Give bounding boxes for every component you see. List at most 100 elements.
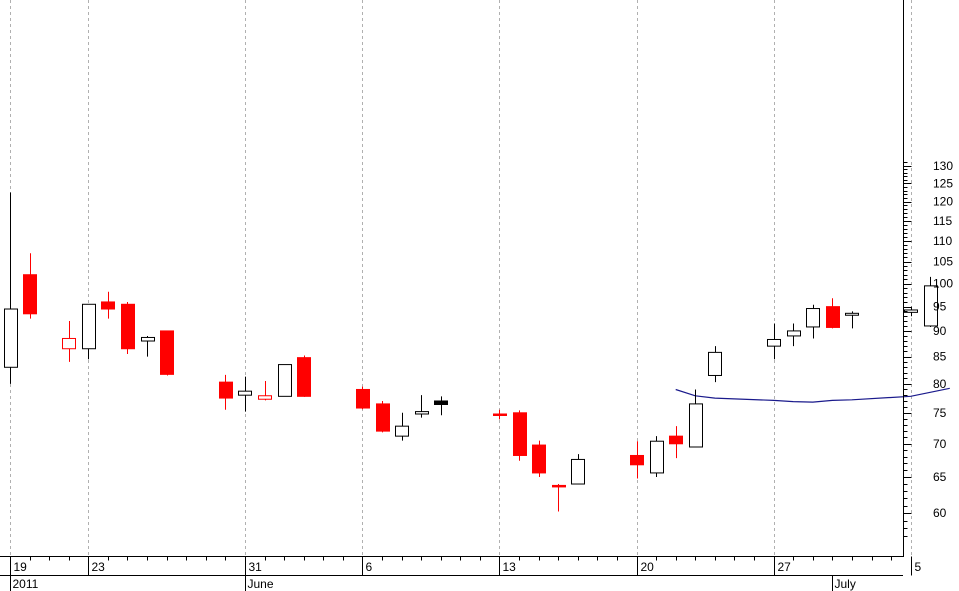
candle-body <box>121 303 135 350</box>
candle-body <box>630 454 644 466</box>
candle-body <box>571 458 585 485</box>
moving-average-line <box>675 387 950 403</box>
candle-body <box>708 351 722 376</box>
candle <box>669 426 683 459</box>
candle <box>513 410 527 461</box>
x-tick-label: 31 <box>249 560 263 574</box>
candle <box>238 376 252 412</box>
candle <box>258 381 272 401</box>
candle-body <box>395 425 409 437</box>
candle <box>650 436 664 478</box>
candle-body <box>141 336 155 342</box>
candle <box>767 323 781 360</box>
candle-body <box>787 330 801 337</box>
candle <box>121 301 135 354</box>
x-tick-label: 6 <box>366 560 373 574</box>
y-tick-label: 130 <box>933 159 953 173</box>
candle-body <box>415 411 429 415</box>
y-tick-label: 90 <box>933 324 947 338</box>
candle-body <box>689 403 703 448</box>
candle <box>356 386 370 410</box>
candle <box>924 276 938 327</box>
candle-body <box>62 337 76 350</box>
candle-body <box>552 484 566 488</box>
grid-layer <box>10 0 912 556</box>
candle-body <box>160 330 174 375</box>
x-tick-label: 23 <box>92 560 106 574</box>
candle <box>141 335 155 357</box>
x-period-label: 2011 <box>13 577 39 591</box>
candle <box>552 484 566 512</box>
candle-body <box>376 403 390 432</box>
candle <box>787 323 801 347</box>
y-tick-label: 60 <box>933 506 947 520</box>
candle-body <box>258 395 272 400</box>
x-tick-label: 13 <box>503 560 517 574</box>
x-tick-label: 19 <box>14 560 28 574</box>
moving-average-layer <box>675 387 950 403</box>
candle <box>23 253 37 319</box>
x-period-label: June <box>248 577 274 591</box>
candle <box>689 389 703 448</box>
candle <box>630 441 644 479</box>
candle <box>532 440 546 478</box>
candle <box>806 304 820 339</box>
candle-body <box>219 381 233 399</box>
candle-body <box>845 312 859 316</box>
candle-body <box>434 400 448 405</box>
candle <box>101 291 115 319</box>
y-tick-label: 75 <box>933 406 947 420</box>
x-tick-label: 5 <box>915 560 922 574</box>
candle <box>826 298 840 329</box>
candle-body <box>806 308 820 328</box>
candle-body <box>826 306 840 328</box>
candle <box>219 374 233 410</box>
x-period-label: July <box>835 577 856 591</box>
candle-body <box>101 301 115 310</box>
candle-body <box>767 338 781 347</box>
candle <box>708 346 722 383</box>
candle-body <box>513 412 527 456</box>
y-tick-label: 85 <box>933 350 947 364</box>
y-tick-label: 70 <box>933 437 947 451</box>
candle <box>571 454 585 485</box>
candle <box>415 395 429 418</box>
x-tick-label: 27 <box>778 560 792 574</box>
candle-body <box>297 357 311 397</box>
candle-body <box>532 444 546 474</box>
candles-layer <box>4 192 938 512</box>
candle <box>493 409 507 420</box>
candle-body <box>82 303 96 350</box>
candle-body <box>23 274 37 315</box>
candle <box>395 412 409 441</box>
candle-body <box>669 435 683 445</box>
candle-body <box>924 285 938 327</box>
candle-body <box>278 364 292 397</box>
y-tick-label: 100 <box>933 277 953 291</box>
candle <box>845 311 859 329</box>
candle <box>160 330 174 376</box>
y-tick-label: 110 <box>933 234 952 248</box>
y-tick-label: 125 <box>933 176 953 190</box>
candle <box>434 396 448 416</box>
candle-body <box>493 413 507 416</box>
y-tick-label: 80 <box>933 377 947 391</box>
candle-body <box>4 308 18 368</box>
candle-body <box>356 388 370 409</box>
y-tick-label: 105 <box>933 255 953 269</box>
candle-body <box>238 390 252 396</box>
candle-body <box>650 440 664 474</box>
y-tick-label: 65 <box>933 470 947 484</box>
candle <box>4 192 18 384</box>
candle <box>62 321 76 362</box>
candle <box>82 303 96 360</box>
candle <box>278 364 292 397</box>
x-tick-label: 20 <box>641 560 655 574</box>
candle <box>297 355 311 397</box>
y-tick-label: 95 <box>933 300 947 314</box>
candle <box>376 400 390 433</box>
y-tick-label: 120 <box>933 195 953 209</box>
